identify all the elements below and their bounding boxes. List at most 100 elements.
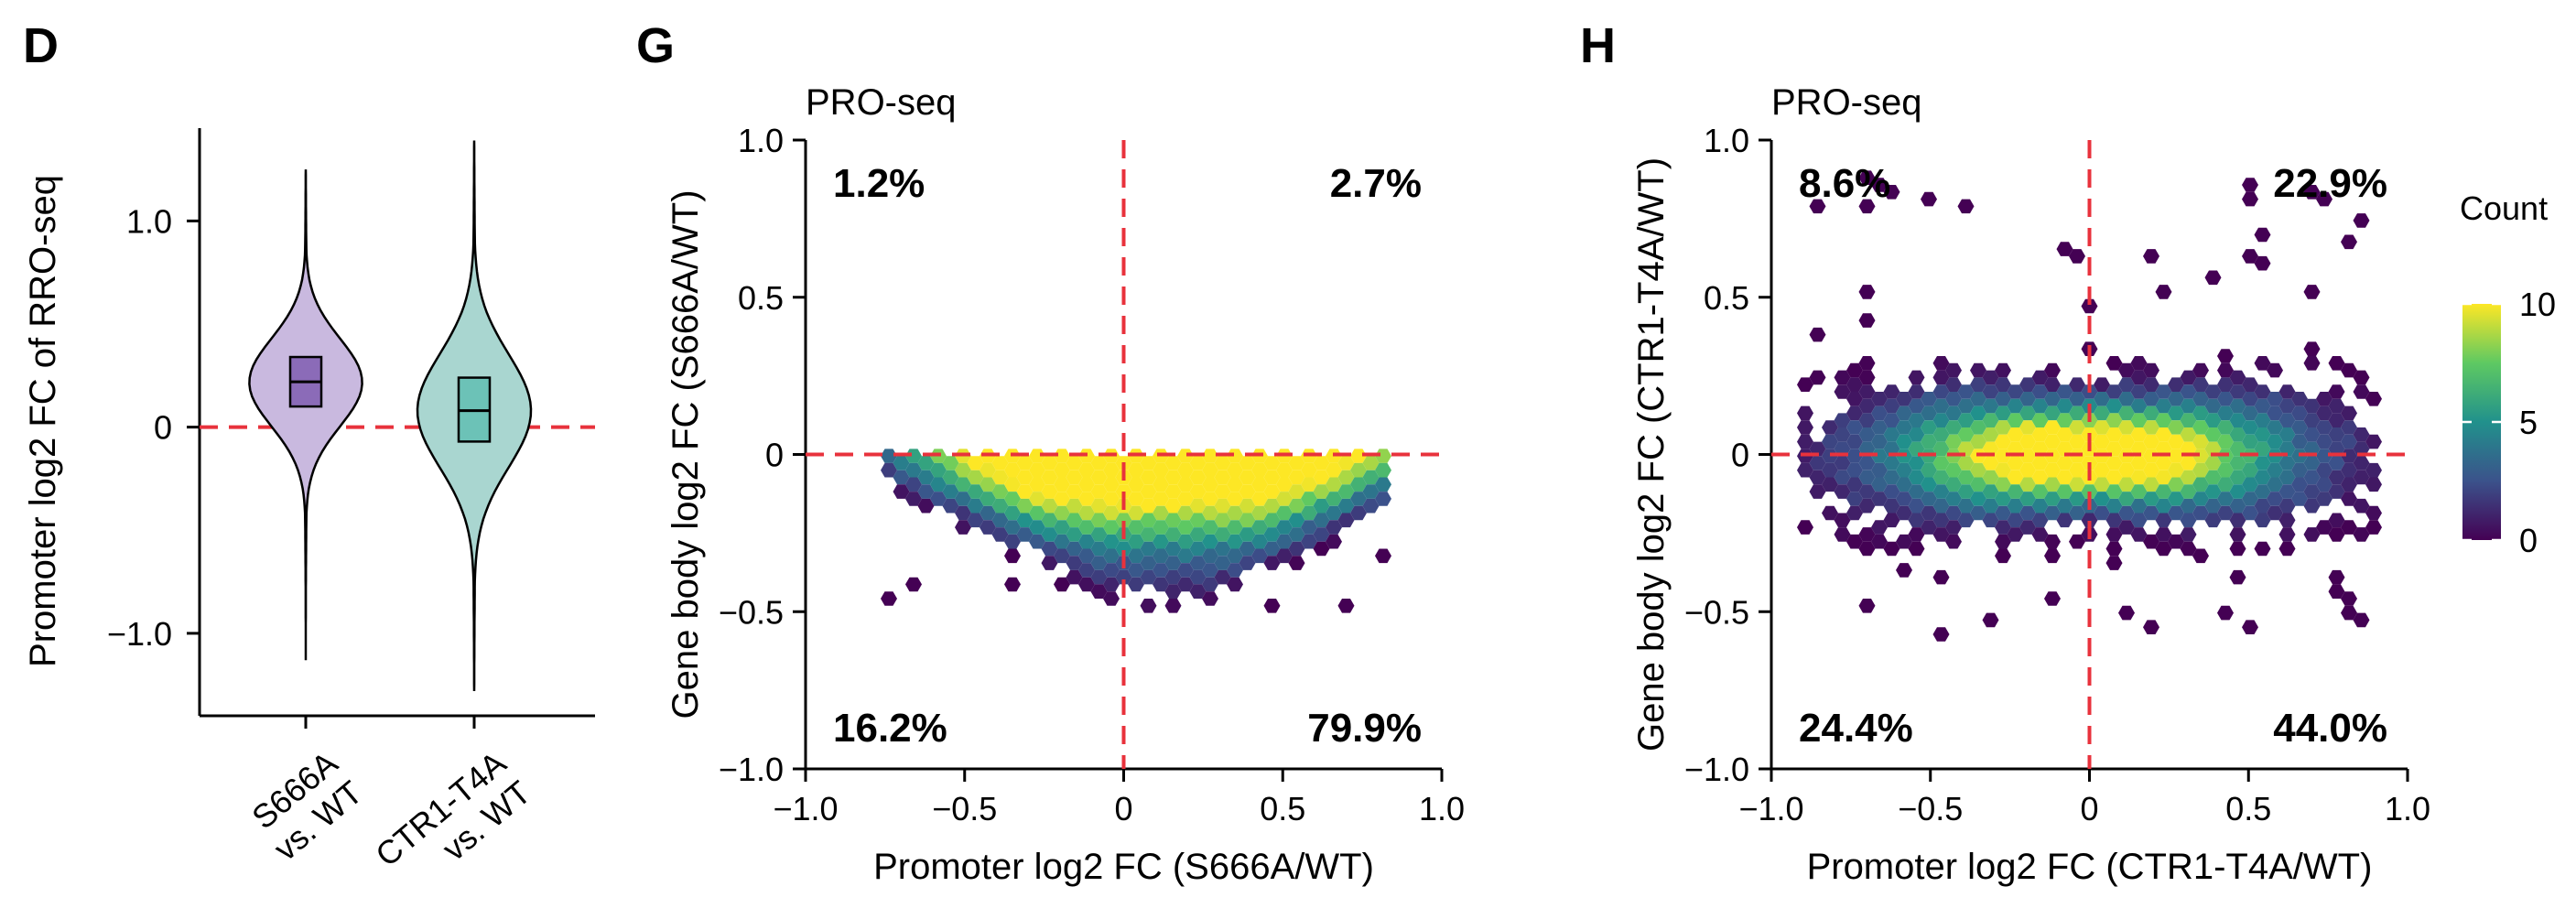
- panel-h-hexbin: [1995, 520, 2011, 535]
- panel-g-hexbin: [1103, 548, 1120, 564]
- panel-g-hexbin: [1103, 492, 1120, 506]
- panel-h-hexbin: [2353, 470, 2370, 485]
- panel-h-hexbin: [2155, 513, 2172, 528]
- panel-h-hexbin: [2242, 620, 2258, 634]
- panel-h-x-tick-label: −1.0: [1738, 790, 1803, 827]
- panel-h-hexbin: [1883, 384, 1900, 399]
- panel-h-hexbin: [1834, 527, 1851, 542]
- panel-h-hexbin: [1908, 413, 1925, 427]
- panel-g-hexbin: [1016, 456, 1034, 470]
- panel-h-hexbin: [2130, 384, 2148, 399]
- panel-h-hexbin: [2155, 413, 2172, 427]
- panel-g-quadrant-top-right: 2.7%: [1330, 161, 1422, 206]
- panel-g-hexbin: [1164, 513, 1182, 528]
- panel-h-hexbin: [2168, 505, 2184, 521]
- panel-g-hexbin: [1128, 462, 1144, 478]
- panel-g-hexbin: [991, 456, 1009, 470]
- panel-g-hexbin: [1350, 505, 1367, 521]
- panel-h-hexbin: [2303, 427, 2321, 442]
- panel-h-hexbin: [1995, 449, 2011, 463]
- panel-h-hexbin: [2217, 420, 2234, 435]
- panel-g-hexbin: [1153, 563, 1169, 578]
- panel-h-y-tick-label: −1.0: [1684, 751, 1749, 788]
- panel-h-hexbin: [2316, 191, 2332, 207]
- panel-g-hexbin: [1164, 599, 1182, 613]
- panel-g-hexbin: [1288, 513, 1305, 528]
- panel-g-hexbin: [1301, 477, 1317, 492]
- panel-h-hexbin: [2056, 242, 2073, 256]
- panel-h-hexbin: [2192, 462, 2209, 478]
- panel-g-hexbin: [980, 520, 996, 535]
- panel-h-hexbin: [1957, 199, 1975, 214]
- panel-g-hexbin: [1263, 456, 1281, 470]
- panel-g-hexbin: [1164, 541, 1182, 557]
- panel-h-hexbin: [2143, 405, 2159, 421]
- panel-h-hexbin: [2303, 356, 2321, 371]
- panel-g-hexbin: [1362, 484, 1380, 499]
- panel-h-hexbin: [1957, 513, 1975, 528]
- panel-g-hexbin: [1263, 513, 1281, 528]
- panel-g-hexbin: [1029, 477, 1045, 492]
- panel-g-hexbin: [1202, 591, 1218, 606]
- panel-h-hexbin: [2242, 505, 2258, 521]
- legend-tick-label: 5: [2519, 404, 2538, 441]
- panel-h-hexbin: [2044, 420, 2061, 435]
- panel-h-hexbin: [2044, 434, 2061, 449]
- panel-h-hexbin: [1871, 434, 1888, 449]
- panel-g-hexbin: [1227, 449, 1243, 463]
- panel-h-hexbin: [1932, 441, 1950, 457]
- panel-h-hexbin: [1957, 484, 1975, 499]
- panel-g-hexbin: [1103, 591, 1120, 606]
- panel-h-hexbin: [2192, 377, 2209, 392]
- panel-g: G PRO-seq 1.00.50−0.5−1.0−1.0 −0.5 0 0.5 1.0…: [636, 18, 1465, 887]
- panel-h-hexbin: [2168, 420, 2184, 435]
- panel-h-hexbin: [2303, 185, 2321, 200]
- panel-h-hexbin: [2044, 548, 2061, 564]
- panel-h-hexbin: [1858, 427, 1876, 442]
- panel-h-hexbin: [2365, 434, 2382, 449]
- panel-g-hexbin: [1189, 470, 1207, 485]
- panel-h-hexbin: [1908, 484, 1925, 499]
- panel-h-hexbin: [2019, 405, 2036, 421]
- panel-h-quadrant-bottom-left: 24.4%: [1799, 706, 1913, 751]
- panel-h-hexbin: [2180, 527, 2197, 542]
- panel-h-hexbin: [2143, 462, 2159, 478]
- panel-h-hexbin: [1921, 191, 1937, 207]
- panel-h-hexbin: [1834, 470, 1851, 485]
- panel-h-hexbin: [1908, 427, 1925, 442]
- panel-h-hexbin: [1846, 534, 1863, 549]
- panel-h-hexbin: [1982, 612, 1999, 628]
- panel-g-hexbin: [1202, 577, 1218, 592]
- panel-h-hexbin: [2254, 541, 2271, 557]
- panel-g-xlabel: Promoter log2 FC (S666A/WT): [873, 847, 1374, 887]
- panel-g-hexbin: [1029, 462, 1045, 478]
- panel-g-hexbin: [1276, 520, 1293, 535]
- panel-g-hexbin: [1078, 477, 1095, 492]
- panel-h-hexbin: [1858, 441, 1876, 457]
- panel-h-quadrant-top-left: 8.6%: [1799, 161, 1890, 206]
- panel-g-hexbin: [1313, 484, 1330, 499]
- panel-g-hexbin: [1066, 456, 1083, 470]
- panel-g-hexbin: [1214, 513, 1231, 528]
- panel-h-hexbin: [2069, 462, 2085, 478]
- panel-h-hexbin: [2105, 398, 2123, 414]
- panel-h-hexbin: [2341, 462, 2357, 478]
- panel-h-hexbin: [2031, 498, 2049, 514]
- panel-h-hexbin: [2303, 527, 2321, 542]
- legend-title: Count: [2460, 189, 2548, 227]
- panel-h-hexbin: [1982, 513, 1999, 528]
- panel-h-hexbin: [2204, 384, 2222, 399]
- panel-h-hexbin: [2155, 427, 2172, 442]
- panel-h-hexbin: [2143, 249, 2159, 264]
- panel-h-hexbin: [2341, 492, 2357, 506]
- panel-h-hexbin: [2155, 541, 2172, 557]
- panel-g-hexbin: [1140, 470, 1157, 485]
- panel-g-hexbin: [893, 470, 910, 485]
- panel-h-hexbin: [2217, 492, 2234, 506]
- panel-h-hexbin: [2303, 285, 2321, 299]
- panel-g-hexbin: [1128, 548, 1144, 564]
- panel-h-hexbin: [2031, 384, 2049, 399]
- panel-g-hexbin: [1090, 513, 1108, 528]
- panel-g-hexbin: [1375, 462, 1391, 478]
- panel-h-hexbin: [2254, 470, 2271, 485]
